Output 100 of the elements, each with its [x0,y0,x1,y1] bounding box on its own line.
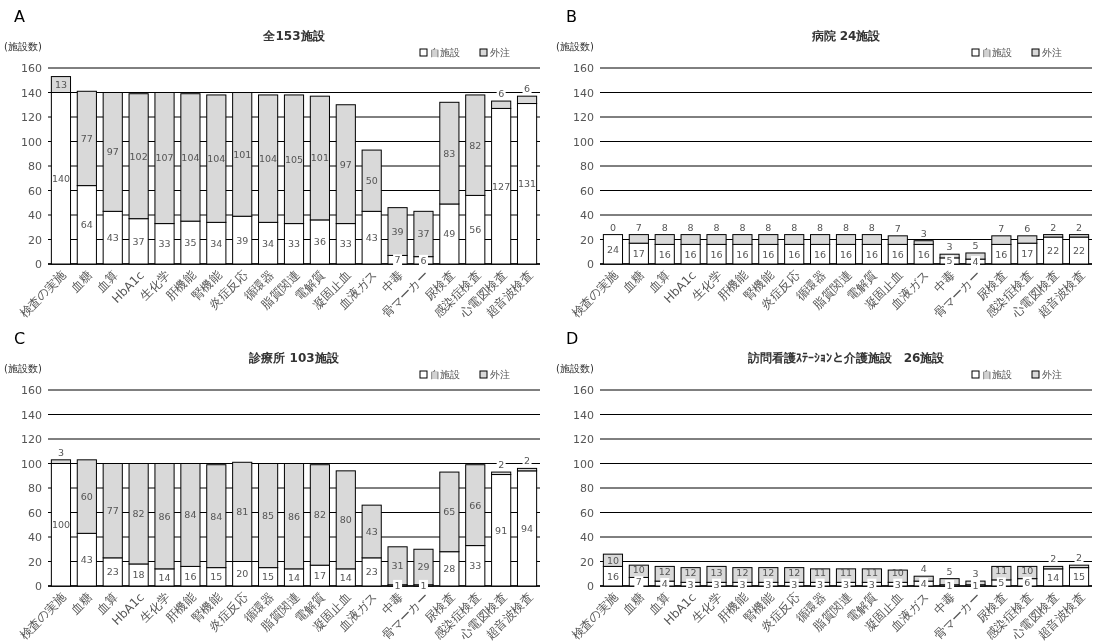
data-label: 8 [791,221,798,233]
data-label: 56 [469,224,482,236]
text: B [566,7,577,26]
y-axis-title: (施設数) [4,363,42,374]
data-label: 33 [158,238,171,250]
data-label: 43 [365,525,378,537]
data-label: 43 [80,554,93,566]
data-label: 16 [184,570,197,582]
data-label: 105 [284,153,304,165]
data-label: 2 [498,458,505,470]
data-label: 39 [236,234,249,246]
data-label: 43 [106,232,119,244]
y-tick-label: 60 [580,184,594,198]
data-label: 101 [310,152,329,164]
y-tick-label: 120 [21,111,42,124]
data-label: 49 [443,228,456,240]
data-label: 17 [1021,248,1034,260]
y-tick-label: 0 [35,580,42,593]
data-label: 8 [817,221,824,233]
data-label: 3 [817,578,824,590]
data-label: 11 [865,566,878,578]
legend-label: 外注 [490,369,510,380]
data-label: 10 [632,564,645,576]
y-tick-label: 120 [573,111,594,124]
data-label: 1 [394,579,401,591]
data-label: 3 [972,567,979,579]
data-label: 8 [713,221,720,233]
data-label: 77 [80,132,93,144]
data-label: 97 [339,158,352,170]
data-label: 94 [521,522,534,534]
y-tick-label: 160 [21,62,42,75]
y-tick-label: 120 [573,433,594,446]
y-tick-label: 20 [580,233,594,247]
data-label: 34 [262,237,275,249]
legend-label: 外注 [1042,369,1062,380]
text: D [566,329,579,348]
data-label: 5 [946,565,953,577]
data-label: 5 [998,577,1005,589]
data-label: 3 [920,227,927,239]
data-label: 16 [917,248,930,260]
data-label: 16 [995,248,1008,260]
data-label: 2 [524,455,531,467]
y-axis-title: (施設数) [556,363,594,374]
data-label: 35 [184,236,197,248]
data-label: 7 [635,221,642,233]
y-tick-label: 140 [573,86,594,100]
chart-title: 診療所 103施設 [248,351,340,365]
data-label: 131 [517,178,537,190]
y-axis-title: (施設数) [4,41,42,52]
data-label: 1 [946,579,953,591]
data-label: 10 [606,554,619,566]
data-label: 15 [1073,571,1086,583]
data-label: 65 [443,506,456,518]
data-label: 102 [129,150,148,162]
data-label: 1 [972,579,979,591]
data-label: 64 [80,219,93,231]
data-label: 86 [287,510,301,522]
data-label: 104 [259,153,278,165]
data-label: 10 [1021,564,1034,576]
y-tick-label: 160 [573,384,594,397]
data-label: 80 [339,514,352,526]
data-label: 18 [132,569,145,581]
data-label: 50 [365,175,378,187]
y-tick-label: 20 [580,555,594,569]
y-tick-label: 60 [28,184,42,198]
y-tick-label: 60 [28,506,42,520]
data-label: 14 [287,571,301,583]
y-tick-label: 160 [21,384,42,397]
data-label: 2 [1050,221,1057,233]
data-label: 60 [80,490,93,502]
data-label: 85 [262,509,275,521]
data-label: 84 [184,509,197,521]
data-label: 12 [762,566,775,578]
data-label: 16 [606,570,619,582]
x-tick-label: 血糖 [68,268,95,296]
data-label: 3 [57,446,64,458]
y-tick-label: 100 [573,457,594,471]
y-tick-label: 20 [28,233,42,247]
data-label: 37 [132,235,145,247]
data-label: 16 [839,248,853,260]
data-label: 16 [865,248,878,260]
data-label: 16 [788,248,801,260]
data-label: 13 [54,78,67,90]
data-label: 14 [339,571,352,583]
data-label: 29 [417,561,430,573]
data-label: 11 [995,565,1008,577]
data-label: 22 [1073,244,1086,256]
y-tick-label: 0 [587,580,594,593]
data-label: 37 [417,228,430,240]
data-label: 16 [684,248,697,260]
x-tick-label: 検査の実施 [16,268,70,321]
data-label: 100 [51,519,71,531]
legend-label: 自施設 [430,369,460,380]
data-label: 107 [155,152,174,164]
data-label: 24 [606,243,619,255]
data-label: 82 [313,509,326,521]
data-label: 7 [998,222,1005,234]
legend-label: 自施設 [982,47,1012,58]
y-tick-label: 100 [21,457,42,471]
legend-label: 外注 [1042,47,1062,58]
